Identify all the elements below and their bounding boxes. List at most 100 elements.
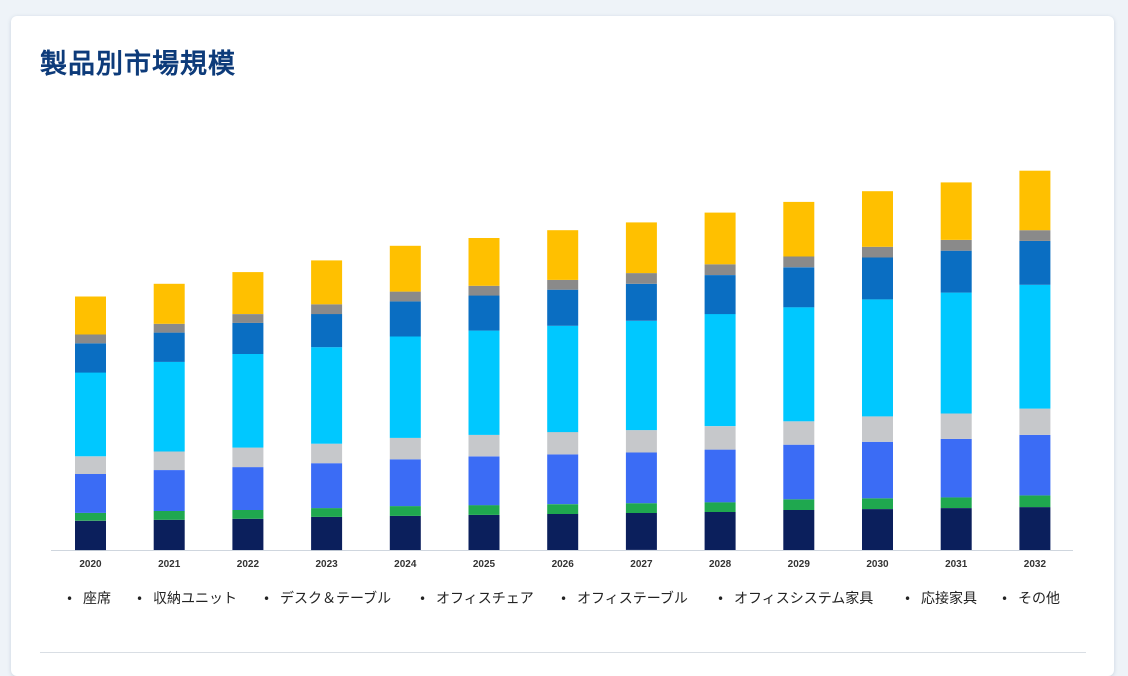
bar-segment-2031-5 — [940, 250, 972, 293]
x-tick-label-2027: 2027 — [630, 559, 653, 570]
x-tick-label-2022: 2022 — [237, 559, 260, 570]
bar-segment-2025-2 — [468, 456, 500, 506]
bar-segment-2020-2 — [75, 473, 106, 513]
bar-segment-2025-6 — [468, 285, 500, 296]
bar-segment-2026-2 — [547, 454, 579, 505]
bar-segment-2023-4 — [311, 347, 343, 444]
bar-segment-2026-7 — [547, 230, 579, 280]
bar-segment-2022-0 — [232, 518, 264, 550]
bar-segment-2021-4 — [153, 361, 185, 452]
bar-segment-2021-1 — [153, 511, 185, 520]
bar-segment-2023-3 — [311, 443, 343, 464]
bar-segment-2028-2 — [704, 449, 736, 503]
chart-legend: • 座席 • 収納ユニット • デスク＆テーブル • オフィスチェア • オフィステーブル… — [11, 588, 1114, 648]
bar-segment-2032-2 — [1019, 434, 1051, 496]
bar-segment-2025-7 — [468, 238, 500, 286]
x-tick-label-2024: 2024 — [394, 559, 417, 570]
bar-segment-2022-7 — [232, 272, 264, 314]
bar-segment-2022-5 — [232, 322, 264, 354]
bar-segment-2020-5 — [75, 343, 106, 373]
bar-segment-2026-4 — [547, 325, 579, 433]
bar-segment-2030-3 — [862, 416, 893, 442]
bar-segment-2022-3 — [232, 447, 264, 468]
bar-segment-2024-1 — [389, 506, 421, 516]
bar-segment-2028-4 — [704, 314, 736, 427]
legend-item-other: • その他 — [1001, 588, 1061, 611]
legend-item-reception: • 応接家具 — [904, 588, 984, 611]
bar-segment-2028-0 — [704, 512, 736, 550]
bar-segment-2025-5 — [468, 295, 500, 331]
legend-bullet: • — [419, 592, 427, 606]
bar-segment-2026-0 — [547, 513, 579, 550]
bar-segment-2028-3 — [704, 426, 736, 450]
bar-segment-2031-0 — [940, 508, 972, 550]
bar-segment-2021-7 — [153, 283, 185, 324]
legend-label: 応接家具 — [921, 591, 977, 607]
legend-item-office-systems: • オフィスシステム家具 — [717, 588, 892, 611]
x-tick-label-2026: 2026 — [552, 559, 575, 570]
bar-segment-2024-2 — [389, 459, 421, 507]
bar-segment-2031-7 — [940, 182, 972, 240]
bar-segment-2031-1 — [940, 497, 972, 508]
bar-segment-2020-4 — [75, 372, 106, 457]
bar-segment-2022-4 — [232, 354, 264, 448]
bar-segment-2024-7 — [389, 245, 421, 292]
legend-bullet: • — [560, 592, 568, 606]
bar-segment-2020-6 — [75, 334, 106, 344]
legend-bullet: • — [717, 592, 725, 606]
bar-segment-2031-6 — [940, 240, 972, 251]
bar-segment-2027-0 — [625, 512, 657, 550]
bar-segment-2029-2 — [783, 444, 815, 500]
legend-label: 座席 — [83, 591, 111, 607]
bar-segment-2032-7 — [1019, 170, 1051, 231]
bar-segment-2024-3 — [389, 437, 421, 460]
legend-item-storage-units: • 収納ユニット — [136, 588, 246, 611]
legend-bullet: • — [904, 592, 912, 606]
chart-title: 製品別市場規模 — [40, 49, 236, 80]
bar-segment-2029-5 — [783, 267, 815, 308]
bar-segment-2021-0 — [153, 519, 185, 550]
bar-segment-2029-1 — [783, 499, 815, 510]
bar-segment-2026-5 — [547, 289, 579, 326]
bar-segment-2025-0 — [468, 514, 500, 550]
bar-segment-2027-1 — [625, 503, 657, 513]
bar-segment-2032-4 — [1019, 284, 1051, 409]
legend-label: オフィスシステム家具 — [734, 591, 874, 607]
bar-segment-2030-0 — [862, 509, 893, 550]
bar-segment-2029-6 — [783, 256, 815, 268]
bar-segment-2032-6 — [1019, 230, 1051, 241]
bar-segment-2025-4 — [468, 330, 500, 435]
bar-segment-2027-3 — [625, 430, 657, 453]
bar-segment-2023-2 — [311, 463, 343, 509]
x-tick-label-2021: 2021 — [158, 559, 181, 570]
bar-segment-2023-7 — [311, 260, 343, 305]
x-tick-label-2028: 2028 — [709, 559, 732, 570]
legend-bullet: • — [136, 592, 144, 606]
legend-label: オフィステーブル — [577, 591, 688, 607]
bar-segment-2025-1 — [468, 505, 500, 515]
bar-segment-2030-5 — [862, 257, 893, 300]
x-tick-label-2032: 2032 — [1024, 559, 1047, 570]
bar-segment-2027-5 — [625, 283, 657, 321]
bar-segment-2020-1 — [75, 512, 106, 521]
bar-segment-2023-5 — [311, 314, 343, 348]
bar-segment-2020-7 — [75, 296, 106, 335]
bar-segment-2028-1 — [704, 502, 736, 512]
bar-segment-2027-7 — [625, 222, 657, 274]
bar-segment-2030-7 — [862, 191, 893, 247]
bar-segment-2027-6 — [625, 273, 657, 284]
bar-segment-2032-5 — [1019, 240, 1051, 285]
bar-segment-2024-6 — [389, 291, 421, 302]
divider — [40, 652, 1086, 653]
bar-segment-2031-2 — [940, 438, 972, 498]
bar-segment-2030-1 — [862, 498, 893, 509]
bar-segment-2028-6 — [704, 264, 736, 275]
legend-bullet: • — [1001, 592, 1009, 606]
x-tick-label-2025: 2025 — [473, 559, 496, 570]
bar-segment-2021-5 — [153, 332, 185, 362]
x-tick-label-2020: 2020 — [79, 559, 102, 570]
bar-segment-2026-1 — [547, 504, 579, 514]
legend-label: オフィスチェア — [436, 591, 534, 607]
bar-segment-2021-2 — [153, 470, 185, 511]
bar-segment-2026-6 — [547, 279, 579, 290]
